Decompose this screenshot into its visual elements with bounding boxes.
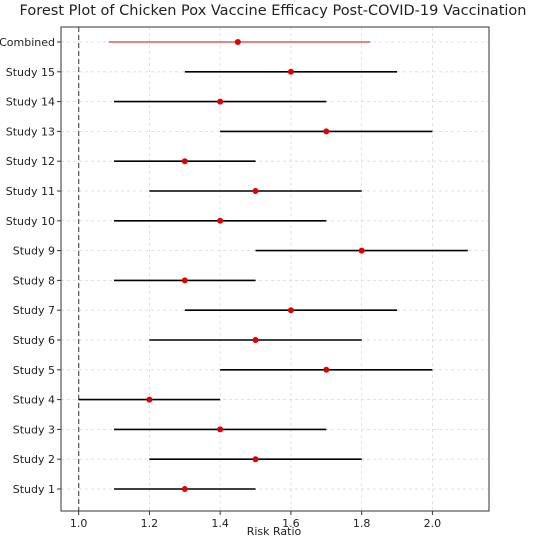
point-estimate-study-2 xyxy=(252,456,259,463)
y-tick-label-study-3: Study 3 xyxy=(13,423,55,436)
point-estimate-study-10 xyxy=(217,217,224,224)
point-estimate-study-5 xyxy=(323,366,330,373)
point-estimate-study-1 xyxy=(181,486,188,492)
y-tick-label-combined: Combined xyxy=(0,36,55,49)
point-estimate-study-14 xyxy=(217,98,224,105)
point-estimate-combined xyxy=(234,39,241,45)
y-tick-label-study-10: Study 10 xyxy=(6,215,55,228)
y-tick-label-study-1: Study 1 xyxy=(13,483,55,496)
point-estimate-study-4 xyxy=(146,396,153,403)
x-tick-label: 1.0 xyxy=(70,517,88,530)
y-tick-label-study-12: Study 12 xyxy=(6,155,55,168)
y-tick-label-study-13: Study 13 xyxy=(6,125,55,138)
y-tick-label-study-5: Study 5 xyxy=(13,364,55,377)
point-estimate-study-13 xyxy=(323,128,330,135)
y-tick-label-study-14: Study 14 xyxy=(6,96,55,109)
x-tick-label: 1.8 xyxy=(353,517,371,530)
point-estimate-study-15 xyxy=(287,68,294,75)
chart-title: Forest Plot of Chicken Pox Vaccine Effic… xyxy=(20,3,527,19)
point-estimate-study-7 xyxy=(287,307,294,314)
point-estimate-study-9 xyxy=(358,247,365,254)
x-tick-label: 1.6 xyxy=(282,517,300,530)
y-tick-labels: Combined Study 15 Study 14 Study 13 Study 12… xyxy=(0,36,61,496)
x-tick-labels: 1.0 1.2 1.4 1.6 1.8 2.0 xyxy=(70,511,441,530)
point-estimate-study-3 xyxy=(217,426,224,433)
y-tick-label-study-9: Study 9 xyxy=(13,245,55,258)
y-tick-label-study-11: Study 11 xyxy=(6,185,55,198)
study-marks xyxy=(78,39,468,492)
y-tick-label-study-2: Study 2 xyxy=(13,453,55,466)
point-estimate-study-6 xyxy=(252,337,259,343)
y-tick-label-study-15: Study 15 xyxy=(6,66,55,79)
y-tick-label-study-4: Study 4 xyxy=(13,394,55,407)
y-tick-label-study-8: Study 8 xyxy=(13,274,55,287)
y-tick-label-study-6: Study 6 xyxy=(13,334,55,347)
point-estimate-study-11 xyxy=(252,188,259,194)
point-estimate-study-12 xyxy=(181,158,188,165)
plot-frame xyxy=(60,26,490,512)
point-estimate-study-8 xyxy=(181,277,188,284)
x-tick-label: 1.2 xyxy=(141,517,159,530)
x-tick-label: 2.0 xyxy=(424,517,442,530)
y-tick-label-study-7: Study 7 xyxy=(13,304,55,317)
x-axis-label: Risk Ratio xyxy=(247,525,302,536)
x-tick-label: 1.4 xyxy=(211,517,229,530)
grid-lines xyxy=(61,27,489,511)
